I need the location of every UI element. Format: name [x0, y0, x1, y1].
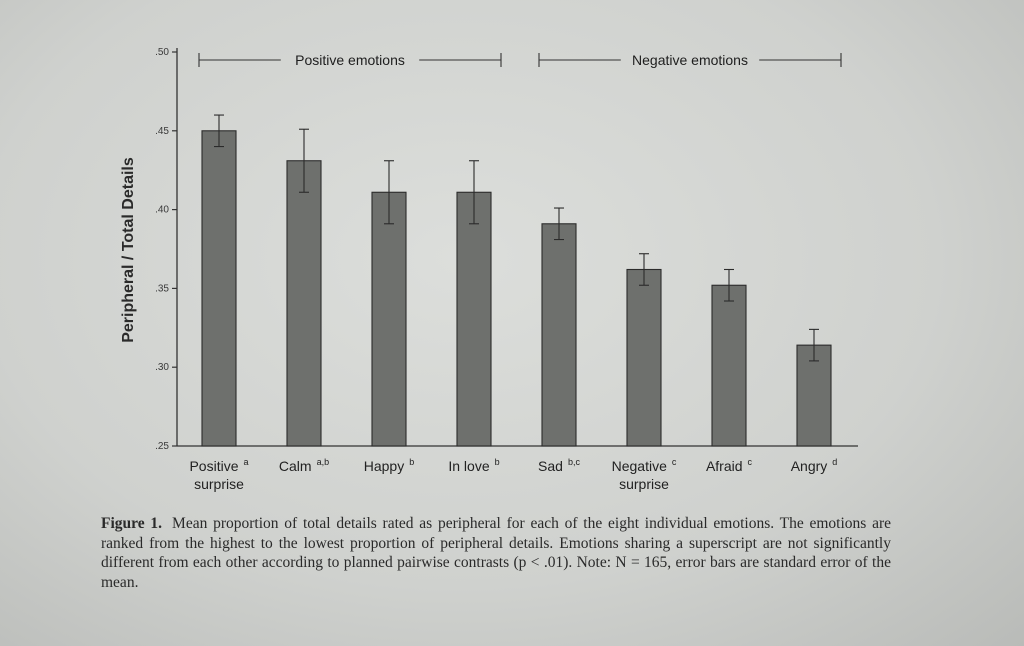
category-label-line2: surprise — [619, 476, 669, 492]
category-name: Afraid — [706, 458, 743, 474]
category-label: Angry d — [791, 457, 838, 474]
category-superscript: a — [244, 457, 249, 467]
category-superscript: b — [409, 457, 414, 467]
category-superscript: b — [495, 457, 500, 467]
bar — [371, 191, 407, 447]
category-label: Happy b — [364, 457, 414, 474]
category-name: Angry — [791, 458, 828, 474]
category-label: Negative c — [612, 457, 677, 474]
group-label: Negative emotions — [632, 52, 748, 68]
bar — [711, 284, 747, 447]
category-name: Calm — [279, 458, 312, 474]
category-name: Happy — [364, 458, 404, 474]
bars — [201, 130, 832, 447]
category-superscript: c — [672, 457, 677, 467]
error-bars — [214, 114, 819, 362]
figure-label: Figure 1. — [101, 515, 163, 532]
group-brackets: Positive emotions Negative emotions — [198, 52, 842, 68]
group-label: Positive emotions — [295, 52, 405, 68]
category-superscript: b,c — [568, 457, 581, 467]
category-name: Sad — [538, 458, 563, 474]
category-name: In love — [448, 458, 489, 474]
y-axis-label: Peripheral / Total Details — [120, 157, 137, 343]
bar — [286, 160, 322, 447]
y-tick-label: .45 — [155, 126, 169, 137]
y-tick-label: .30 — [155, 362, 169, 373]
category-name: Positive — [189, 458, 238, 474]
bar — [796, 344, 832, 447]
figure-caption: Figure 1. Mean proportion of total detail… — [101, 514, 891, 592]
category-superscript: a,b — [317, 457, 330, 467]
category-superscript: c — [748, 457, 753, 467]
category-name: Negative — [612, 458, 667, 474]
y-tick-label: .35 — [155, 283, 169, 294]
y-tick-label: .40 — [155, 205, 169, 216]
caption-text: Mean proportion of total details rated a… — [101, 515, 892, 591]
bar — [541, 223, 577, 447]
category-label: Sad b,c — [538, 457, 580, 474]
category-label: In love b — [448, 457, 499, 474]
category-label-line2: surprise — [194, 476, 244, 492]
category-label: Afraid c — [706, 457, 753, 474]
category-label: Calm a,b — [279, 457, 329, 474]
y-axis: .25 .30 .35 .40 .45 .50 — [155, 47, 178, 452]
bar — [626, 268, 662, 447]
y-tick-label: .50 — [155, 47, 169, 58]
y-tick-label: .25 — [155, 441, 169, 452]
category-superscript: d — [832, 457, 837, 467]
bar — [456, 191, 492, 447]
category-label: Positive a — [189, 457, 248, 474]
bar — [201, 130, 237, 447]
